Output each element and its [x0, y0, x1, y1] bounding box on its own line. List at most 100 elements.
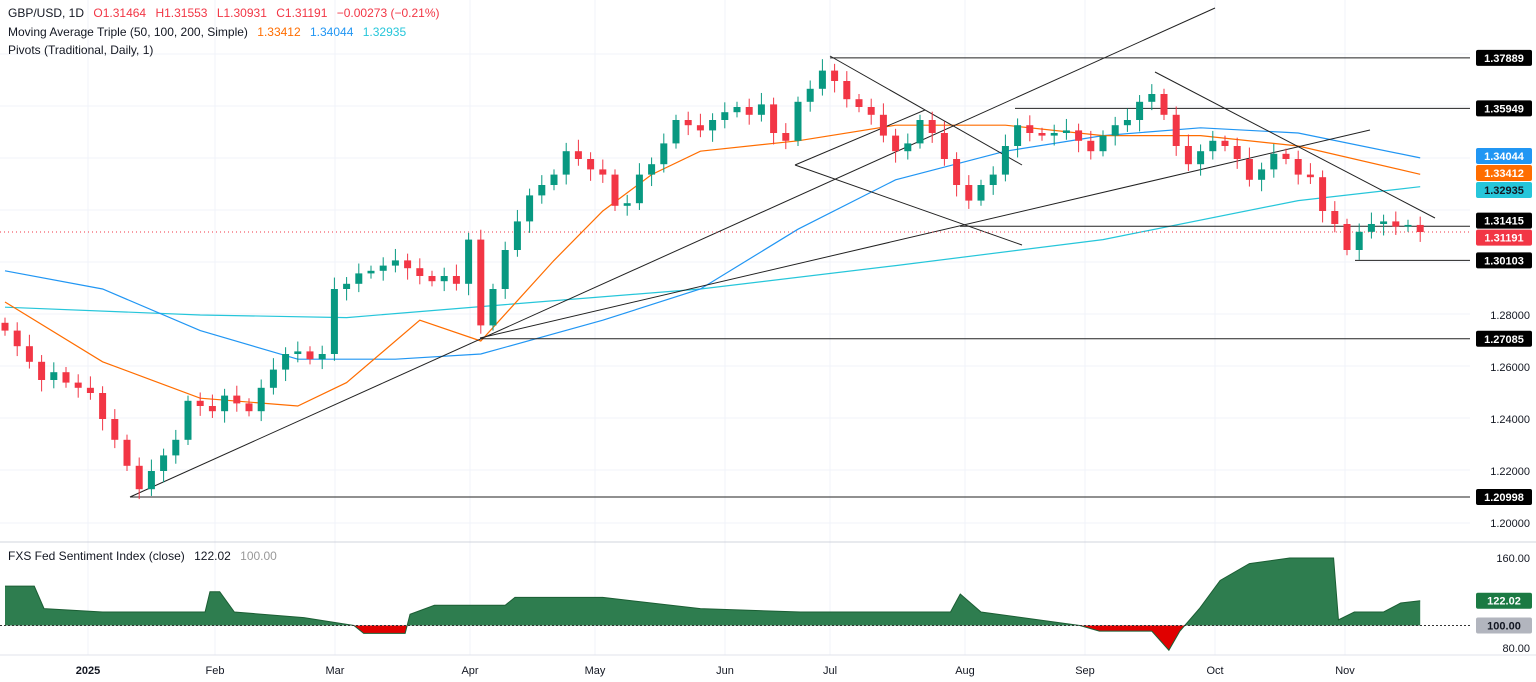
candle-body	[440, 276, 448, 282]
candle-body	[1160, 94, 1168, 115]
candle	[1184, 134, 1192, 171]
candle-body	[623, 203, 631, 206]
candle	[306, 346, 314, 365]
x-tick-label: Feb	[206, 665, 225, 677]
candle	[367, 265, 375, 279]
candle	[465, 232, 473, 296]
sentiment-value: 122.02	[194, 549, 231, 563]
candle	[1221, 135, 1229, 152]
ma100-value: 1.34044	[310, 25, 354, 39]
candle	[599, 159, 607, 183]
x-tick-label: May	[585, 665, 606, 677]
candle-body	[855, 99, 863, 107]
candle	[208, 394, 216, 418]
legend-sentiment: FXS Fed Sentiment Index (close) 122.02 1…	[8, 549, 283, 563]
candle	[25, 334, 33, 369]
candle-body	[38, 361, 46, 380]
candle	[1404, 219, 1412, 232]
candle	[550, 169, 558, 191]
price-label: 1.31415	[1476, 212, 1532, 229]
candle-body	[245, 403, 253, 412]
candle	[13, 322, 21, 357]
candle	[1123, 108, 1131, 132]
y-tick-label: 1.22000	[1490, 466, 1530, 478]
candle-body	[562, 151, 570, 175]
price-label-box	[1476, 252, 1532, 269]
pivots-label[interactable]: Pivots (Traditional, Daily, 1)	[8, 43, 154, 57]
candle	[562, 142, 570, 185]
y-tick-label: 160.00	[1496, 553, 1530, 565]
candle-body	[794, 101, 802, 141]
price-label-text: 1.31191	[1484, 233, 1523, 245]
price-label: 1.35949	[1476, 100, 1532, 117]
candle-body	[416, 268, 424, 276]
candle	[1282, 148, 1290, 165]
candle-body	[1087, 140, 1095, 152]
price-label: 1.33412	[1476, 164, 1532, 181]
candle	[452, 264, 460, 291]
candle	[343, 277, 351, 301]
candle	[1416, 216, 1424, 242]
candle-body	[50, 372, 58, 380]
candle-body	[587, 159, 595, 170]
candle-body	[770, 104, 778, 133]
candle-body	[282, 354, 290, 370]
candle-body	[1209, 140, 1217, 152]
candle	[1136, 95, 1144, 132]
candle-body	[1331, 211, 1339, 224]
candle	[1172, 106, 1180, 156]
candle-body	[818, 70, 826, 89]
candle-body	[257, 387, 265, 412]
candle	[330, 277, 338, 361]
candle-body	[221, 395, 229, 412]
x-tick-label: Mar	[326, 665, 345, 677]
candle-body	[501, 250, 509, 289]
candle	[1148, 84, 1156, 111]
sentiment-label-box	[1476, 617, 1532, 634]
candle-body	[343, 283, 351, 289]
sentiment-area-positive	[5, 558, 1421, 626]
ma200-line	[4, 186, 1421, 319]
candle	[1062, 118, 1070, 140]
candle	[428, 270, 436, 287]
candle	[1111, 116, 1119, 146]
candle	[1026, 115, 1034, 142]
candle-body	[806, 88, 814, 102]
symbol-label[interactable]: GBP/USD, 1D	[8, 6, 85, 20]
candle	[1087, 130, 1095, 160]
candle-body	[1319, 177, 1327, 211]
candle	[684, 111, 692, 136]
candle	[160, 448, 168, 483]
y-tick-label: 1.24000	[1490, 414, 1530, 426]
candle	[269, 358, 277, 395]
candle	[50, 362, 58, 389]
candle	[86, 376, 94, 400]
price-label: 1.27085	[1476, 330, 1532, 347]
candle-body	[574, 151, 582, 159]
candle	[587, 152, 595, 181]
candle	[1014, 118, 1022, 158]
candle-body	[843, 81, 851, 100]
candle	[440, 267, 448, 292]
candle-body	[1026, 125, 1034, 133]
candle-body	[208, 406, 216, 412]
candle-body	[733, 107, 741, 113]
candle	[904, 133, 912, 160]
candle-body	[989, 174, 997, 185]
sentiment-label-box	[1476, 592, 1532, 609]
price-label-text: 1.20998	[1484, 492, 1524, 504]
price-label-box	[1476, 489, 1532, 506]
candle-body	[1197, 151, 1205, 165]
candle-body	[611, 174, 619, 206]
candle-body	[660, 143, 668, 165]
candle	[1294, 150, 1302, 185]
price-label-box	[1476, 212, 1532, 229]
sentiment-label[interactable]: FXS Fed Sentiment Index (close)	[8, 549, 185, 563]
candle	[1197, 144, 1205, 176]
ma-label[interactable]: Moving Average Triple (50, 100, 200, Sim…	[8, 25, 248, 39]
candle-body	[1172, 114, 1180, 146]
candle-body	[1123, 120, 1131, 126]
candle	[513, 209, 521, 257]
